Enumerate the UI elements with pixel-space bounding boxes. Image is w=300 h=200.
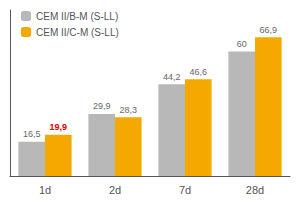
svg-text:16,5: 16,5: [23, 129, 41, 139]
svg-text:60: 60: [237, 39, 247, 49]
svg-text:44,2: 44,2: [163, 72, 181, 82]
svg-text:19,9: 19,9: [50, 122, 68, 132]
svg-text:46,6: 46,6: [190, 67, 208, 77]
svg-text:7d: 7d: [179, 184, 191, 196]
svg-text:1d: 1d: [39, 184, 51, 196]
svg-text:CEM II/C-M (S-LL): CEM II/C-M (S-LL): [36, 27, 119, 38]
svg-text:CEM II/B-M (S-LL): CEM II/B-M (S-LL): [36, 11, 118, 22]
svg-text:66,9: 66,9: [260, 25, 278, 35]
svg-text:29,9: 29,9: [93, 101, 111, 111]
svg-text:28,3: 28,3: [120, 105, 138, 115]
svg-text:28d: 28d: [246, 184, 264, 196]
svg-text:2d: 2d: [109, 184, 121, 196]
